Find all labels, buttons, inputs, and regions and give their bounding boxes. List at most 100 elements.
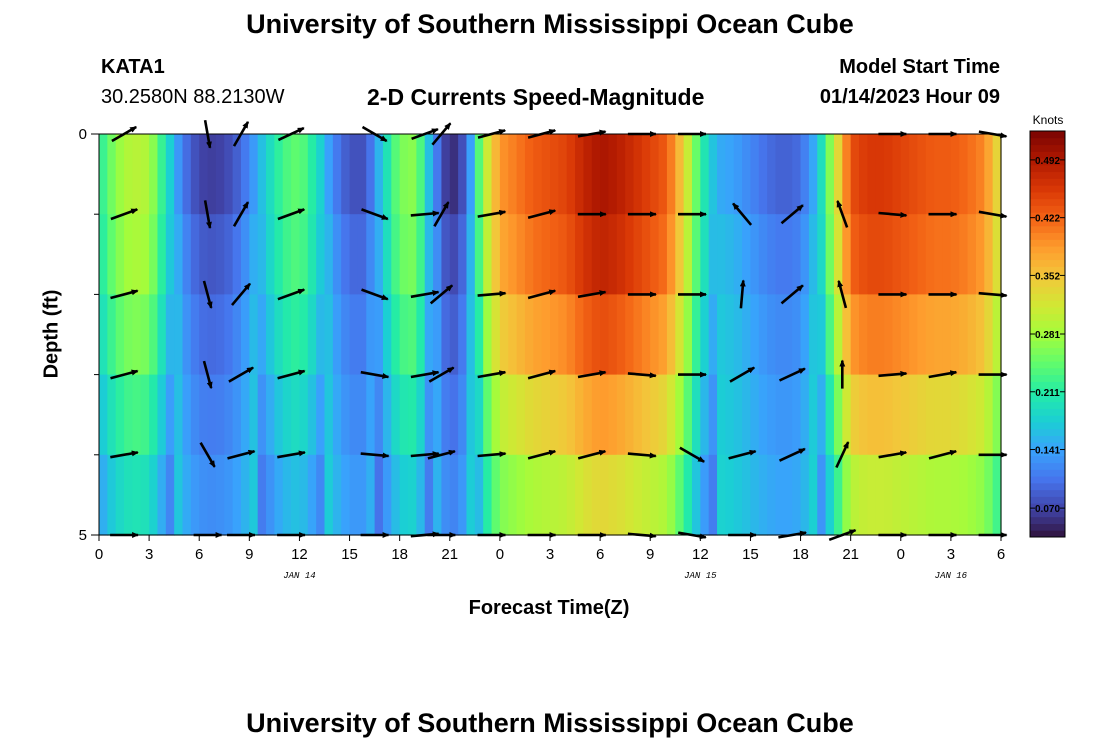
heatmap-cell xyxy=(767,214,777,295)
heatmap-cell xyxy=(408,214,417,295)
heatmap-cell xyxy=(449,454,459,536)
heatmap-cell xyxy=(833,134,843,215)
current-vector xyxy=(410,370,440,379)
heatmap-cell xyxy=(566,374,576,456)
colorbar-unit: Knots xyxy=(1032,113,1064,127)
heatmap-cell xyxy=(967,294,977,376)
heatmap-cell xyxy=(316,134,326,215)
x-tick-label: 6 xyxy=(195,546,203,563)
heatmap-cell xyxy=(708,134,718,215)
heatmap-cell xyxy=(107,214,117,295)
station-coords: 30.2580N 88.2130W xyxy=(101,86,285,108)
heatmap-cell xyxy=(616,454,626,536)
heatmap-cell xyxy=(132,374,142,456)
heatmap-cell xyxy=(833,454,843,536)
heatmap-cell xyxy=(984,374,994,456)
colorbar-segment xyxy=(1030,340,1065,349)
heatmap-cell xyxy=(132,294,142,376)
current-vector xyxy=(277,208,306,221)
heatmap-cell xyxy=(884,374,894,456)
heatmap-cell xyxy=(783,454,793,536)
heatmap-cell xyxy=(249,134,259,215)
heatmap-cell xyxy=(307,374,317,456)
heatmap-cell xyxy=(416,134,426,215)
colorbar-segment xyxy=(1030,178,1065,186)
heatmap-cell xyxy=(800,454,810,536)
heatmap-cell xyxy=(274,374,284,456)
heatmap-cell xyxy=(825,454,835,536)
colorbar-segment xyxy=(1030,421,1065,430)
colorbar-segment xyxy=(1030,232,1065,240)
heatmap-cell xyxy=(758,214,768,295)
heatmap-cell xyxy=(140,294,150,376)
heatmap-cell xyxy=(591,134,601,215)
heatmap-cell xyxy=(583,134,593,215)
heatmap-cell xyxy=(524,294,534,376)
heatmap-cell xyxy=(240,214,250,295)
heatmap-cell xyxy=(783,214,793,295)
heatmap-cell xyxy=(558,374,568,456)
heatmap-cell xyxy=(491,294,501,376)
heatmap-cell xyxy=(783,374,793,456)
heatmap-cell xyxy=(165,374,175,456)
heatmap-cell xyxy=(917,294,927,376)
heatmap-cell xyxy=(817,294,827,376)
x-tick-label: 12 xyxy=(291,546,308,563)
heatmap-cell xyxy=(374,454,384,536)
current-vector xyxy=(836,200,849,228)
heatmap-cell xyxy=(541,214,551,295)
heatmap-cell xyxy=(199,214,209,295)
heatmap-cell xyxy=(458,134,468,215)
current-vector xyxy=(360,452,390,459)
current-vector xyxy=(110,369,139,380)
heatmap-cell xyxy=(190,294,200,376)
colorbar-segment xyxy=(1030,361,1065,369)
heatmap-cell xyxy=(274,454,284,536)
heatmap-cell xyxy=(775,374,785,456)
colorbar-segment xyxy=(1030,442,1065,450)
colorbar-segment xyxy=(1030,218,1065,227)
heatmap-cell xyxy=(825,214,835,295)
heatmap-cell xyxy=(215,134,225,215)
colorbar-segment xyxy=(1030,388,1065,396)
current-vector xyxy=(780,204,804,225)
heatmap-cell xyxy=(165,134,175,215)
colorbar-segment xyxy=(1030,381,1065,389)
heatmap-cell xyxy=(641,214,651,295)
heatmap-cell xyxy=(190,374,200,456)
heatmap-cell xyxy=(391,214,401,295)
heatmap-cell xyxy=(374,374,384,456)
colorbar-segment xyxy=(1030,137,1065,146)
heatmap-cell xyxy=(449,214,459,295)
heatmap-cell xyxy=(558,454,568,536)
heatmap-cell xyxy=(474,374,484,456)
current-vector xyxy=(427,449,456,460)
heatmap-cell xyxy=(758,454,768,536)
heatmap-cell xyxy=(516,294,526,376)
heatmap-cell xyxy=(199,374,209,456)
heatmap-cell xyxy=(783,134,793,215)
heatmap-cell xyxy=(157,454,167,536)
heatmap-cell xyxy=(199,134,209,215)
heatmap-cell xyxy=(491,134,501,215)
heatmap-cell xyxy=(875,454,885,536)
heatmap-cell xyxy=(842,454,852,536)
heatmap-cell xyxy=(808,134,818,215)
heatmap-cell xyxy=(316,374,326,456)
heatmap-cell xyxy=(742,374,752,456)
heatmap-cell xyxy=(616,134,626,215)
heatmap-cell xyxy=(366,214,376,295)
heatmap-cell xyxy=(900,374,910,456)
heatmap-cell xyxy=(399,214,409,295)
x-axis-label: Forecast Time(Z) xyxy=(468,597,630,619)
x-tick-label: 15 xyxy=(341,546,358,563)
heatmap-cell xyxy=(767,294,777,376)
heatmap-cell xyxy=(307,294,317,376)
heatmap-cell xyxy=(717,454,726,536)
heatmap-cell xyxy=(708,454,718,536)
heatmap-cell xyxy=(800,374,810,456)
heatmap-cell xyxy=(249,214,259,295)
heatmap-cell xyxy=(232,294,242,376)
x-tick-label: 12 xyxy=(692,546,709,563)
